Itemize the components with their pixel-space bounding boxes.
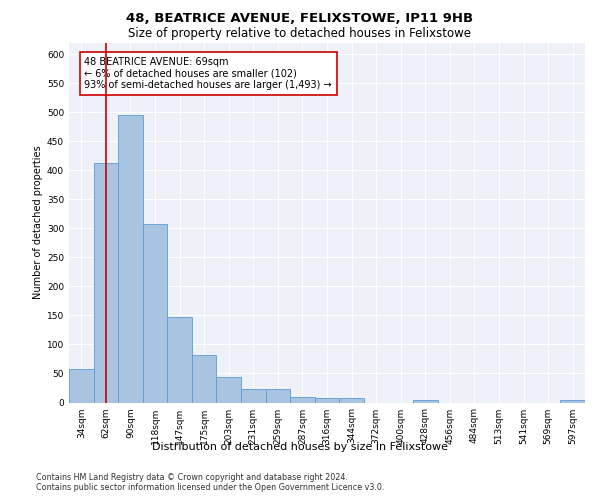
- Bar: [192, 356, 217, 403]
- Bar: [560, 400, 585, 402]
- Text: Distribution of detached houses by size in Felixstowe: Distribution of detached houses by size …: [152, 442, 448, 452]
- Bar: [94, 164, 118, 402]
- Bar: [69, 370, 94, 402]
- Bar: [339, 398, 364, 402]
- Bar: [266, 388, 290, 402]
- Y-axis label: Number of detached properties: Number of detached properties: [33, 146, 43, 300]
- Bar: [118, 115, 143, 403]
- Bar: [290, 396, 315, 402]
- Bar: [413, 400, 437, 402]
- Bar: [217, 377, 241, 402]
- Text: 48 BEATRICE AVENUE: 69sqm
← 6% of detached houses are smaller (102)
93% of semi-: 48 BEATRICE AVENUE: 69sqm ← 6% of detach…: [85, 57, 332, 90]
- Bar: [315, 398, 339, 402]
- Text: Size of property relative to detached houses in Felixstowe: Size of property relative to detached ho…: [128, 28, 472, 40]
- Text: 48, BEATRICE AVENUE, FELIXSTOWE, IP11 9HB: 48, BEATRICE AVENUE, FELIXSTOWE, IP11 9H…: [127, 12, 473, 26]
- Bar: [167, 316, 192, 402]
- Bar: [241, 388, 266, 402]
- Text: Contains HM Land Registry data © Crown copyright and database right 2024.
Contai: Contains HM Land Registry data © Crown c…: [36, 472, 385, 492]
- Bar: [143, 224, 167, 402]
